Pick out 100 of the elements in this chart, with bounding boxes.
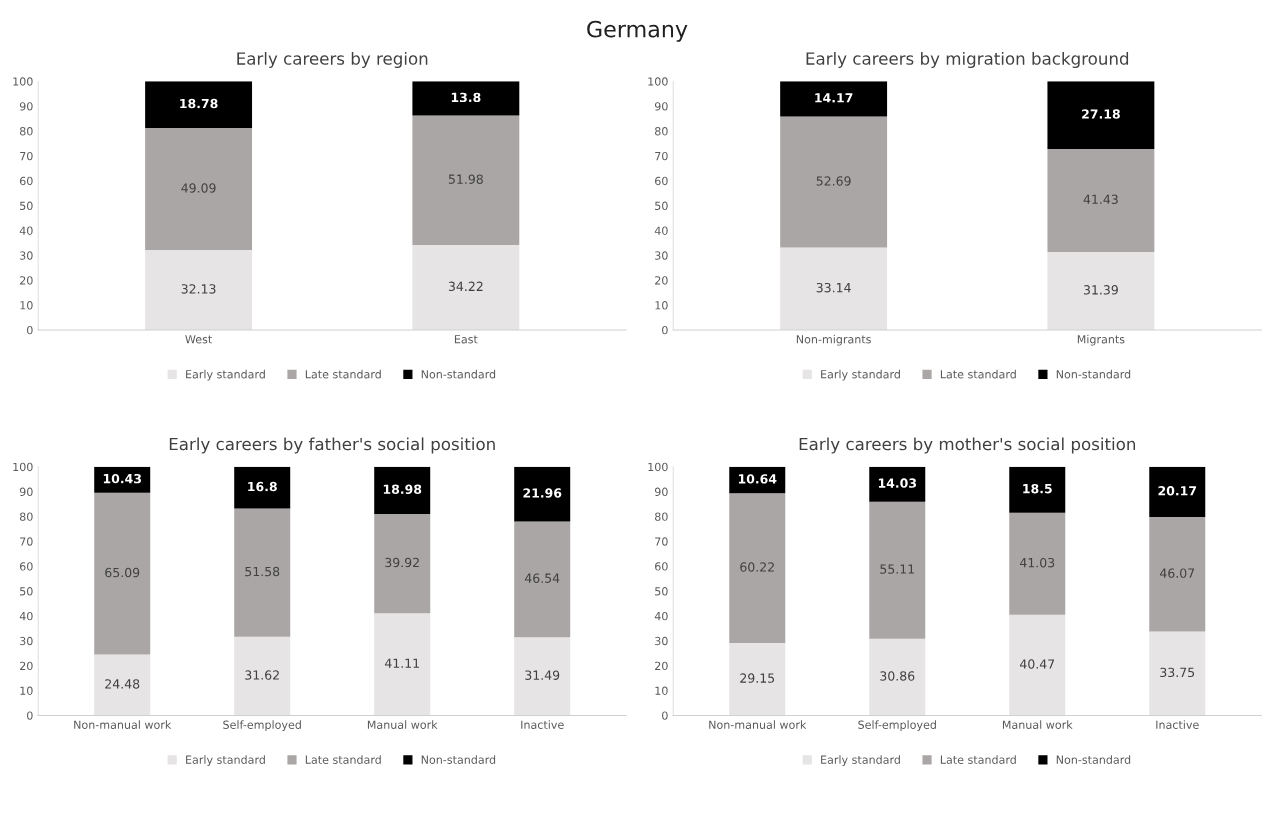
legend-label: Early standard	[821, 369, 900, 381]
bar	[1149, 466, 1206, 517]
y-tick-label: 80	[19, 512, 33, 521]
y-tick-label: 10	[20, 301, 33, 310]
bar	[94, 654, 151, 716]
legend-label: Non-standard	[1056, 755, 1131, 764]
y-tick-label: 100	[648, 462, 668, 472]
data-label: 31.39	[1083, 285, 1118, 295]
data-label: 20.17	[1158, 486, 1197, 496]
legend-label: Late standard	[305, 369, 381, 379]
bar	[514, 637, 571, 716]
chart-title: Early careers by mother's social position	[799, 437, 1136, 454]
y-tick-label: 40	[19, 611, 33, 621]
text: Germany	[587, 20, 688, 42]
data-label: 65.09	[105, 567, 140, 578]
legend-label: Late standard	[940, 369, 1016, 379]
data-label: 33.14	[816, 282, 851, 293]
data-label: 13.8	[451, 92, 481, 103]
data-label: 18.5	[1023, 483, 1052, 494]
data-label: 32.13	[181, 284, 216, 294]
y-tick-label: 90	[19, 487, 33, 497]
data-label: 40.47	[1019, 659, 1055, 669]
bar	[1009, 512, 1066, 615]
legend-label: Non-standard	[1056, 369, 1131, 379]
bar	[514, 521, 571, 638]
legend-label: Non-standard	[421, 369, 496, 379]
bar	[94, 466, 151, 493]
y-tick-label: 0	[27, 325, 33, 335]
bar	[374, 513, 431, 614]
chart-title: Early careers by region	[237, 51, 428, 69]
legend-label: Late standard	[940, 755, 1016, 764]
y-tick-label: 80	[19, 127, 33, 136]
bar	[729, 642, 786, 716]
y-tick-label: 80	[655, 512, 668, 521]
y-tick-label: 50	[655, 587, 668, 596]
bar	[729, 493, 786, 643]
bar	[234, 466, 291, 509]
x-tick-label: Non-manual work	[709, 720, 807, 729]
x-tick-label: Manual work	[367, 720, 438, 729]
bar	[1149, 516, 1206, 632]
bar	[412, 115, 520, 245]
legend-label: Late standard	[305, 755, 381, 764]
bar	[869, 638, 926, 716]
y-tick-label: 100	[13, 77, 33, 86]
data-label: 60.22	[740, 562, 774, 572]
y-tick-label: 20	[20, 276, 33, 285]
y-tick-label: 20	[20, 661, 33, 671]
data-label: 18.78	[180, 98, 218, 109]
x-tick-label: Inactive	[521, 720, 564, 729]
y-tick-label: 50	[655, 201, 668, 211]
y-tick-label: 40	[654, 611, 668, 621]
data-label: 55.11	[880, 564, 914, 574]
y-tick-label: 40	[654, 226, 668, 235]
y-tick-label: 30	[655, 251, 668, 260]
bar	[780, 247, 888, 330]
bar	[514, 466, 571, 522]
data-label: 41.03	[1019, 557, 1055, 568]
y-tick-label: 70	[20, 537, 33, 546]
bar	[234, 636, 291, 716]
y-tick-label: 50	[20, 587, 33, 596]
y-tick-label: 0	[662, 711, 668, 720]
data-label: 10.64	[738, 474, 777, 484]
x-tick-label: Migrants	[1077, 334, 1125, 346]
chart-title: Early careers by migration background	[806, 51, 1129, 69]
data-label: 52.69	[816, 176, 851, 186]
y-tick-label: 70	[655, 151, 668, 161]
data-label: 31.49	[525, 670, 560, 680]
chart-title: Early careers by father's social position	[169, 437, 495, 454]
bar	[1047, 148, 1155, 252]
x-tick-label: Non-migrants	[796, 334, 871, 346]
data-label: 39.92	[385, 557, 419, 568]
y-tick-label: 90	[654, 487, 668, 497]
data-label: 27.18	[1082, 109, 1120, 119]
bar	[412, 81, 520, 116]
legend-label: Early standard	[821, 755, 900, 767]
y-tick-label: 30	[20, 636, 33, 646]
y-tick-label: 20	[655, 276, 668, 285]
bar	[869, 466, 926, 502]
y-tick-label: 30	[655, 636, 668, 646]
y-tick-label: 90	[19, 102, 33, 111]
data-label: 49.09	[181, 183, 216, 193]
y-tick-label: 10	[655, 301, 668, 310]
y-tick-label: 60	[655, 176, 668, 186]
data-label: 14.03	[878, 478, 917, 488]
legend-label: Non-standard	[421, 755, 496, 764]
bar	[145, 128, 253, 251]
bar	[1047, 251, 1155, 330]
data-label: 34.22	[448, 281, 483, 292]
y-tick-label: 60	[20, 176, 33, 186]
bar	[145, 250, 253, 330]
y-tick-label: 60	[655, 562, 668, 571]
bar	[94, 492, 151, 655]
bar	[374, 466, 431, 514]
bar	[1149, 631, 1206, 716]
data-label: 29.15	[740, 673, 775, 683]
x-tick-label: Non-manual work	[74, 720, 172, 729]
y-tick-label: 40	[19, 226, 33, 235]
x-tick-label: Self-employed	[858, 720, 936, 732]
y-tick-label: 10	[20, 686, 33, 695]
y-tick-label: 70	[655, 537, 668, 546]
